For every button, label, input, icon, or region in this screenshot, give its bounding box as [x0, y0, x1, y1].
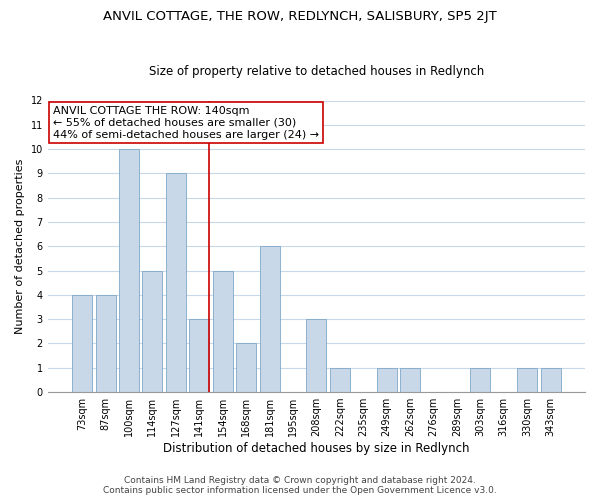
Bar	[260, 246, 280, 392]
Bar	[541, 368, 560, 392]
Y-axis label: Number of detached properties: Number of detached properties	[15, 158, 25, 334]
Bar	[119, 149, 139, 392]
Bar	[307, 319, 326, 392]
Bar	[142, 270, 163, 392]
Bar	[95, 295, 116, 392]
Bar	[213, 270, 233, 392]
Bar	[166, 174, 186, 392]
X-axis label: Distribution of detached houses by size in Redlynch: Distribution of detached houses by size …	[163, 442, 470, 455]
Bar	[190, 319, 209, 392]
Bar	[236, 344, 256, 392]
Text: Contains HM Land Registry data © Crown copyright and database right 2024.
Contai: Contains HM Land Registry data © Crown c…	[103, 476, 497, 495]
Text: ANVIL COTTAGE, THE ROW, REDLYNCH, SALISBURY, SP5 2JT: ANVIL COTTAGE, THE ROW, REDLYNCH, SALISB…	[103, 10, 497, 23]
Bar	[330, 368, 350, 392]
Text: ANVIL COTTAGE THE ROW: 140sqm
← 55% of detached houses are smaller (30)
44% of s: ANVIL COTTAGE THE ROW: 140sqm ← 55% of d…	[53, 106, 319, 140]
Title: Size of property relative to detached houses in Redlynch: Size of property relative to detached ho…	[149, 66, 484, 78]
Bar	[470, 368, 490, 392]
Bar	[517, 368, 537, 392]
Bar	[377, 368, 397, 392]
Bar	[72, 295, 92, 392]
Bar	[400, 368, 420, 392]
